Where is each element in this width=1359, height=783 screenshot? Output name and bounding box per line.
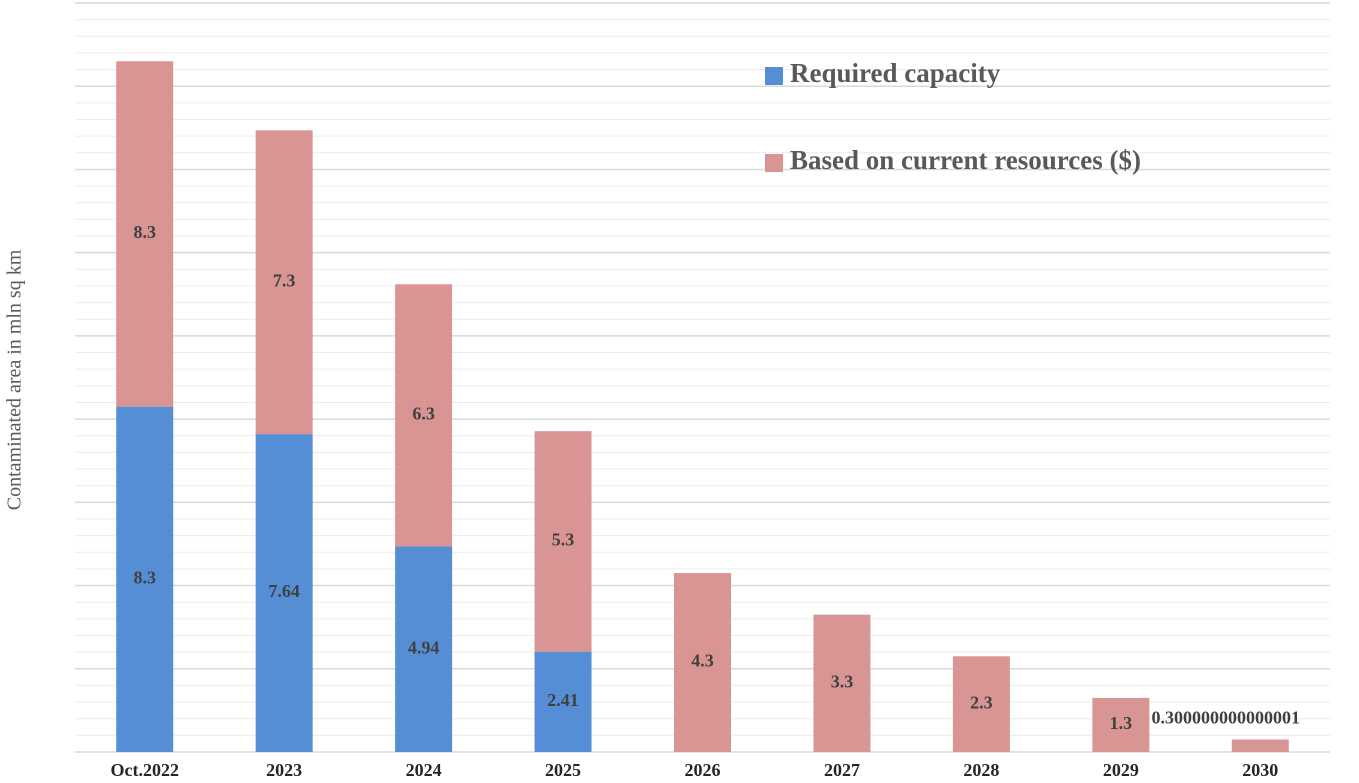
data-label: 1.3 — [1110, 713, 1133, 733]
legend-swatch — [765, 67, 783, 85]
x-tick-label: 2025 — [545, 760, 581, 780]
x-tick-label: 2024 — [406, 760, 442, 780]
data-label: 8.3 — [133, 567, 156, 587]
x-tick-label: 2023 — [266, 760, 302, 780]
bar-segment — [116, 61, 174, 407]
bar-segment — [116, 406, 174, 752]
bar-segment — [534, 651, 592, 752]
x-tick-label: 2027 — [824, 760, 860, 780]
y-axis-label: Contaminated area in mln sq km — [4, 249, 26, 510]
bar-segment — [255, 130, 313, 435]
bar-segment — [1092, 697, 1150, 752]
bar-segment — [534, 431, 592, 652]
bar-segment — [1231, 739, 1289, 752]
data-label: 4.3 — [691, 651, 714, 671]
data-label: 0.300000000000001 — [1152, 708, 1301, 728]
bar-segment — [813, 614, 871, 752]
data-label: 2.41 — [547, 690, 579, 710]
data-label: 8.3 — [133, 222, 156, 242]
bar-segment — [395, 546, 453, 752]
data-label: 7.3 — [273, 270, 296, 290]
bar-segment — [255, 434, 313, 752]
data-label: 6.3 — [412, 403, 435, 423]
x-tick-label: 2026 — [685, 760, 721, 780]
x-tick-label: Oct.2022 — [110, 760, 178, 780]
bar-segment — [952, 656, 1010, 752]
bar-segment — [395, 284, 453, 547]
x-tick-label: 2030 — [1242, 760, 1278, 780]
legend-swatch — [765, 154, 783, 172]
data-label: 7.64 — [268, 581, 300, 601]
legend-label: Based on current resources ($) — [790, 145, 1141, 175]
data-label: 2.3 — [970, 692, 993, 712]
bar-segment — [674, 573, 731, 752]
legend-label: Required capacity — [790, 58, 1001, 88]
data-label: 4.94 — [408, 637, 440, 657]
data-label: 5.3 — [552, 530, 575, 550]
x-tick-label: 2028 — [963, 760, 999, 780]
data-label: 3.3 — [831, 671, 854, 691]
x-tick-label: 2029 — [1103, 760, 1139, 780]
